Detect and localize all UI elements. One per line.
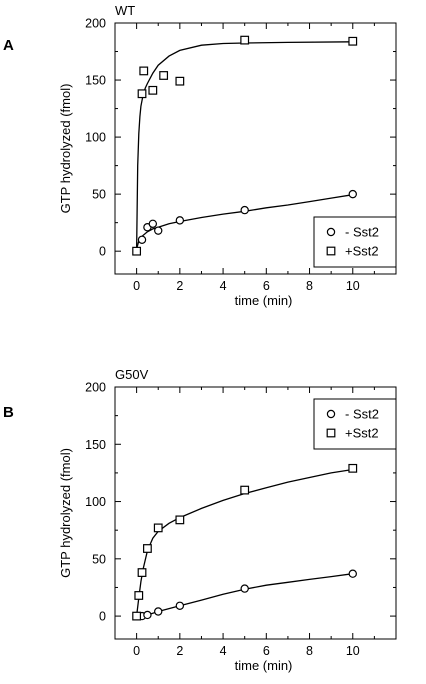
data-point-plus-sst2 xyxy=(139,66,149,76)
legend-label: +Sst2 xyxy=(345,244,379,259)
plot-frame xyxy=(114,386,397,640)
data-point-plus-sst2 xyxy=(132,246,142,256)
x-tick-label: 0 xyxy=(133,644,140,658)
legend: - Sst2 +Sst2 xyxy=(313,216,397,268)
data-point-plus-sst2 xyxy=(132,611,142,621)
plot-frame xyxy=(114,22,397,275)
y-tick-label: 100 xyxy=(85,495,106,509)
legend-box xyxy=(313,398,397,450)
fit-line-minus-sst2 xyxy=(136,573,353,617)
chart-panel-b: B G50V 0 50 100 150 200 0 2 4 6 8 10 time (min) GTP hy… xyxy=(3,367,397,673)
legend: - Sst2 +Sst2 xyxy=(313,398,397,450)
data-point-minus-sst2 xyxy=(240,205,249,215)
panel-title: G50V xyxy=(115,367,149,382)
y-axis-label: GTP hydrolyzed (fmol) xyxy=(58,448,73,578)
y-tick-label: 200 xyxy=(85,381,106,395)
data-point-plus-sst2 xyxy=(159,71,169,80)
y-tick-label: 150 xyxy=(85,438,106,452)
data-point-plus-sst2 xyxy=(348,463,358,473)
data-point-plus-sst2 xyxy=(175,76,185,86)
panel-title: WT xyxy=(115,3,135,18)
chart-panel-a: A WT 0 50 100 150 200 0 2 4 6 8 10 time (min) GTP hydr… xyxy=(3,3,397,308)
y-tick-label: 50 xyxy=(92,188,106,202)
x-tick-label: 2 xyxy=(176,279,183,293)
x-tick-label: 4 xyxy=(220,644,227,658)
x-tick-label: 8 xyxy=(306,644,313,658)
x-tick-label: 4 xyxy=(220,279,227,293)
legend-box xyxy=(313,216,397,268)
legend-label: +Sst2 xyxy=(345,426,379,441)
data-point-plus-sst2 xyxy=(137,89,147,99)
data-point-minus-sst2 xyxy=(348,569,357,578)
data-point-plus-sst2 xyxy=(143,544,152,553)
data-point-minus-sst2 xyxy=(348,189,357,199)
data-point-minus-sst2 xyxy=(175,601,185,610)
legend-label: - Sst2 xyxy=(345,225,379,240)
legend-marker-square xyxy=(326,246,336,256)
data-point-plus-sst2 xyxy=(148,85,158,95)
legend-marker-circle xyxy=(326,409,336,419)
y-axis-label: GTP hydrolyzed (fmol) xyxy=(58,84,73,214)
panel-letter: A xyxy=(3,37,14,54)
data-point-minus-sst2 xyxy=(137,235,147,244)
fit-line-plus-sst2 xyxy=(135,41,353,252)
x-tick-label: 6 xyxy=(263,644,270,658)
fit-line-minus-sst2 xyxy=(135,194,353,250)
data-point-plus-sst2 xyxy=(240,35,250,45)
data-point-minus-sst2 xyxy=(148,219,158,228)
data-point-plus-sst2 xyxy=(348,36,358,46)
y-tick-label: 150 xyxy=(85,74,106,88)
data-point-minus-sst2 xyxy=(154,607,163,616)
data-point-minus-sst2 xyxy=(143,610,152,620)
legend-marker-circle xyxy=(326,227,336,237)
legend-marker-square xyxy=(326,428,336,438)
y-tick-label: 100 xyxy=(85,131,106,145)
x-axis-label: time (min) xyxy=(235,293,293,308)
data-point-plus-sst2 xyxy=(175,515,185,525)
data-point-minus-sst2 xyxy=(240,584,249,593)
data-point-minus-sst2 xyxy=(175,216,185,225)
x-tick-label: 0 xyxy=(133,279,140,293)
x-tick-label: 10 xyxy=(346,644,360,658)
data-point-minus-sst2 xyxy=(154,226,163,235)
legend-label: - Sst2 xyxy=(345,407,379,422)
data-point-plus-sst2 xyxy=(137,568,147,577)
data-point-plus-sst2 xyxy=(240,485,250,495)
y-tick-label: 50 xyxy=(92,552,106,566)
y-tick-label: 0 xyxy=(99,610,106,624)
x-tick-label: 10 xyxy=(346,279,360,293)
data-point-plus-sst2 xyxy=(134,591,144,600)
y-tick-label: 0 xyxy=(99,245,106,259)
x-tick-label: 8 xyxy=(306,279,313,293)
panel-letter: B xyxy=(3,404,14,421)
x-axis-label: time (min) xyxy=(235,658,293,673)
x-tick-label: 2 xyxy=(176,644,183,658)
y-tick-label: 200 xyxy=(85,17,106,31)
data-point-plus-sst2 xyxy=(153,523,163,533)
x-tick-label: 6 xyxy=(263,279,270,293)
